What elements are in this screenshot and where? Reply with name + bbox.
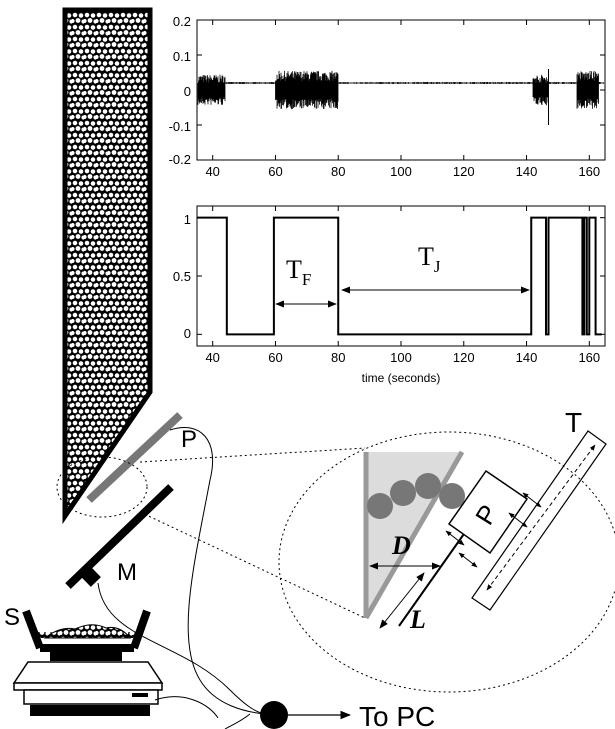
transducer-arrow	[486, 444, 596, 591]
scale-display	[132, 693, 148, 697]
bottom-y-tick-2: 0	[184, 326, 191, 341]
grain-2	[390, 480, 416, 506]
piezo-plate	[86, 412, 183, 503]
bottom-x-tick-6: 160	[578, 350, 600, 365]
top-x-tick-2: 80	[331, 164, 345, 179]
bottom-x-tick-3: 100	[390, 350, 412, 365]
time-axis-label: time (seconds)	[362, 371, 441, 385]
tj-label: TJ	[418, 242, 441, 276]
flow-state-trace	[197, 216, 602, 336]
bottom-x-tick-0: 40	[205, 350, 219, 365]
mount-plate	[65, 484, 174, 589]
cables	[97, 426, 266, 729]
acoustic-signal-path	[197, 70, 605, 110]
scale-top	[12, 661, 164, 684]
label-s: S	[4, 604, 20, 631]
top-x-tick-3: 100	[390, 164, 412, 179]
top-y-tick-4: -0.2	[169, 152, 191, 167]
top-y-tick-3: -0.1	[169, 119, 191, 134]
outlet-inset: D L P T	[139, 407, 615, 693]
label-t: T	[565, 407, 582, 438]
zoom-line-top	[139, 447, 366, 463]
scale-rim	[13, 682, 163, 691]
bottom-plot-frame	[196, 205, 606, 347]
label-d: D	[391, 531, 411, 560]
label-p: P	[181, 426, 197, 453]
top-y-tick-0: 0.2	[173, 14, 191, 29]
top-y-tick-1: 0.1	[173, 49, 191, 64]
outlet-highlight-circle	[56, 456, 148, 518]
scale-body	[23, 689, 159, 705]
acoustic-signal-plot: 0.2 0.1 0 -0.1 -0.2 40 60 80 100 120 140 160	[169, 14, 606, 179]
zoom-line-bottom	[139, 511, 366, 619]
scale-pan-support	[50, 651, 122, 661]
grain-4	[439, 483, 465, 509]
inset-ellipse	[278, 431, 615, 693]
grain-3	[415, 473, 441, 499]
bowl-sides	[22, 609, 151, 650]
hopper	[62, 7, 153, 525]
top-y-tick-2: 0	[184, 84, 191, 99]
acoustic-signal-trace	[197, 69, 605, 125]
collected-beads	[43, 624, 132, 639]
bottom-x-tick-1: 60	[268, 350, 282, 365]
flow-state-plot: 1 0.5 0 40 60 80 100 120 140 160 time (seconds…	[173, 205, 606, 385]
to-pc-label: To PC	[359, 701, 435, 729]
bottom-y-tick-0: 1	[184, 212, 191, 227]
junction-node	[260, 701, 288, 729]
scale-base	[30, 705, 150, 716]
top-x-tick-6: 160	[578, 164, 600, 179]
top-x-tick-5: 140	[516, 164, 538, 179]
motor-block	[81, 567, 101, 587]
top-x-tick-1: 60	[268, 164, 282, 179]
bottom-x-tick-4: 120	[453, 350, 475, 365]
tf-label: TF	[286, 255, 311, 289]
top-x-tick-0: 40	[205, 164, 219, 179]
bottom-x-tick-2: 80	[331, 350, 345, 365]
hopper-beads	[62, 7, 153, 525]
label-m: M	[117, 559, 137, 586]
l-arrow	[379, 572, 425, 629]
label-l: L	[409, 605, 426, 634]
top-x-tick-4: 120	[453, 164, 475, 179]
grain-1	[367, 493, 393, 519]
scale-assembly	[12, 609, 164, 716]
bottom-y-tick-1: 0.5	[173, 269, 191, 284]
bottom-x-tick-5: 140	[516, 350, 538, 365]
